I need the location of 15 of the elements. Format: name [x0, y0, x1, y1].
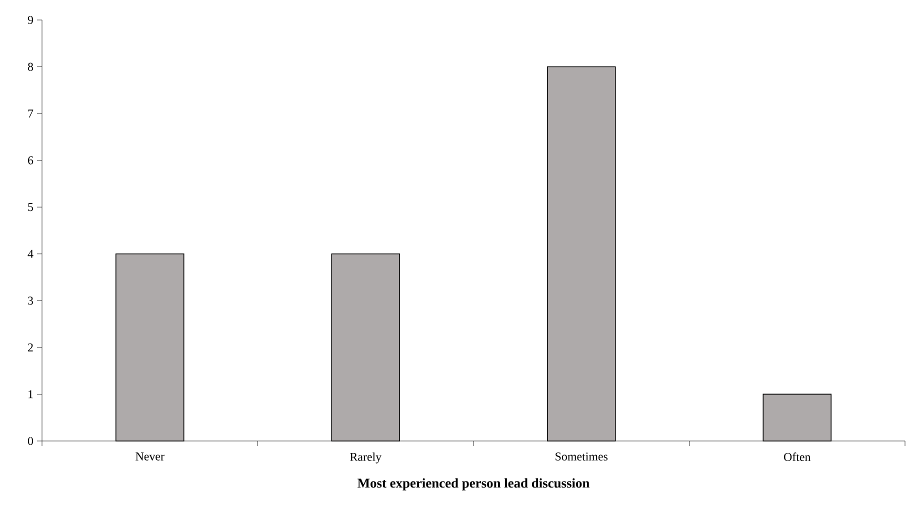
y-tick-label: 7: [28, 110, 34, 118]
y-tick-label: 9: [28, 16, 33, 24]
y-tick-label: 1: [28, 390, 33, 398]
x-tick-label: Often: [784, 452, 811, 462]
y-tick-label: 5: [28, 203, 34, 212]
y-tick-label: 2: [28, 343, 33, 352]
y-tick-label: 6: [28, 156, 34, 164]
y-tick-label: 8: [28, 62, 34, 71]
y-tick-label: 4: [28, 250, 34, 258]
x-tick-label: Rarely: [350, 452, 382, 464]
y-tick-label: 0: [28, 436, 34, 446]
y-tick-label: 3: [28, 296, 34, 305]
x-axis-title: Most experienced person lead discussion: [358, 478, 590, 490]
x-tick-label: Never: [136, 452, 164, 460]
x-tick-label: Sometimes: [556, 452, 608, 461]
